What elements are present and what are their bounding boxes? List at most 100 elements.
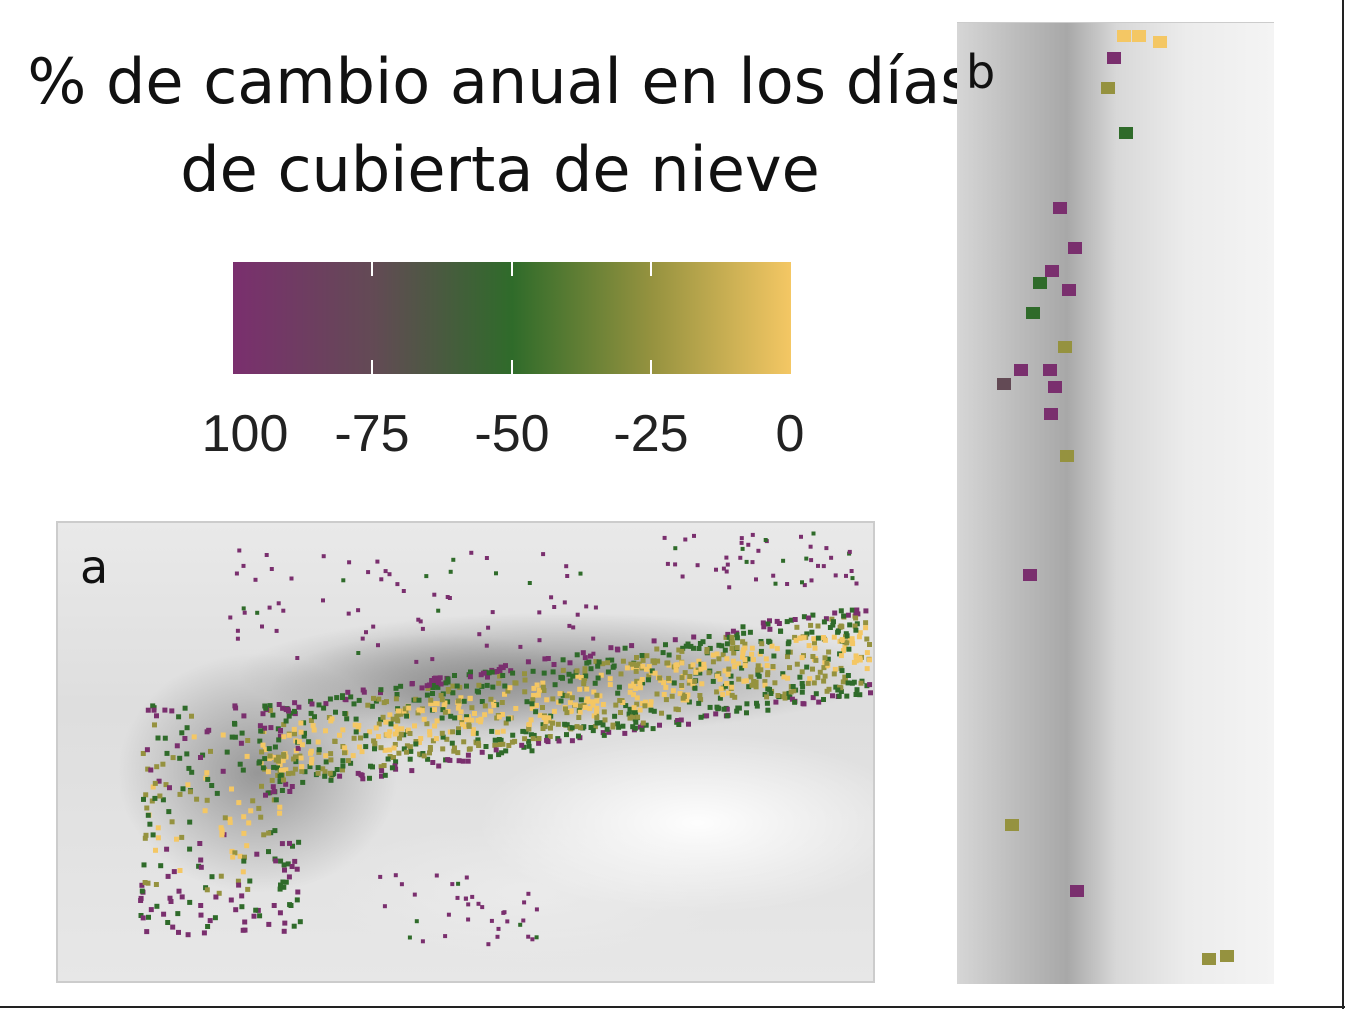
- station-point: [392, 742, 398, 747]
- station-point: [563, 706, 568, 712]
- station-point: [811, 680, 817, 686]
- station-point: [720, 692, 726, 698]
- station-point: [835, 687, 841, 693]
- station-point: [540, 705, 545, 710]
- station-point: [533, 709, 539, 715]
- station-point: [534, 682, 540, 688]
- station-point: [831, 671, 837, 677]
- station-point: [204, 887, 210, 893]
- station-point: [686, 699, 692, 705]
- station-point: [821, 678, 827, 684]
- station-point: [401, 589, 406, 593]
- station-point: [150, 784, 156, 790]
- station-point: [685, 692, 691, 698]
- station-point: [353, 716, 359, 722]
- station-point: [581, 678, 587, 684]
- station-point: [657, 675, 663, 681]
- station-point: [496, 752, 502, 758]
- station-point: [744, 701, 750, 707]
- station-point: [749, 682, 755, 688]
- station-point: [719, 643, 725, 649]
- station-point: [670, 688, 676, 694]
- station-point: [298, 720, 304, 726]
- station-point: [396, 708, 402, 714]
- station-point: [452, 673, 457, 678]
- station-point: [493, 747, 499, 753]
- station-point: [286, 771, 291, 777]
- station-point: [581, 681, 587, 687]
- station-point: [720, 652, 726, 658]
- station-point: [755, 667, 761, 673]
- station-point: [628, 661, 634, 667]
- station-point: [594, 698, 600, 704]
- station-point: [148, 767, 154, 773]
- station-point: [316, 747, 322, 753]
- station-point: [530, 668, 536, 674]
- station-point: [196, 863, 202, 869]
- station-point: [762, 682, 768, 688]
- station-point: [742, 657, 748, 663]
- station-point: [754, 700, 759, 706]
- station-point: [229, 734, 235, 740]
- station-point: [522, 671, 527, 677]
- station-point: [634, 663, 639, 668]
- station-point: [177, 791, 183, 797]
- station-point: [198, 755, 203, 760]
- station-point: [627, 706, 633, 712]
- station-point: [162, 735, 168, 741]
- station-point: [590, 699, 595, 705]
- station-point: [503, 748, 509, 754]
- station-point: [529, 701, 535, 707]
- station-point: [265, 790, 271, 796]
- station-point: [251, 913, 257, 919]
- station-point: [799, 534, 803, 539]
- station-point: [707, 704, 713, 710]
- station-point: [676, 647, 682, 653]
- station-point: [253, 577, 258, 582]
- station-point: [157, 793, 163, 799]
- station-point: [466, 917, 471, 922]
- station-point: [714, 689, 720, 695]
- station-point: [279, 841, 285, 847]
- station-point: [185, 932, 191, 938]
- title-line-2: de cubierta de nieve: [180, 133, 820, 206]
- station-point: [425, 756, 431, 762]
- station-point: [311, 727, 317, 733]
- station-point: [716, 642, 722, 648]
- station-point: [167, 895, 173, 901]
- station-point: [479, 683, 485, 689]
- station-point: [489, 918, 494, 923]
- station-point: [679, 660, 685, 666]
- station-point: [502, 683, 508, 689]
- station-point: [496, 714, 502, 720]
- station-point: [724, 555, 729, 560]
- station-point: [144, 929, 150, 935]
- station-point: [228, 615, 233, 620]
- station-point: [555, 721, 561, 727]
- station-point: [622, 730, 628, 736]
- station-point: [628, 683, 634, 689]
- station-point: [542, 656, 548, 662]
- station-point: [582, 655, 588, 661]
- station-point: [671, 680, 677, 686]
- station-point: [590, 702, 596, 708]
- station-point: [612, 713, 618, 719]
- station-point: [569, 738, 575, 744]
- station-point: [522, 900, 527, 905]
- station-point: [739, 665, 745, 671]
- station-point: [500, 741, 506, 747]
- station-point: [160, 761, 166, 767]
- station-point: [416, 697, 422, 703]
- station-point: [696, 700, 702, 706]
- station-point: [229, 848, 235, 854]
- station-point: [427, 732, 433, 738]
- station-point: [830, 622, 836, 628]
- station-point: [623, 703, 629, 709]
- station-point: [327, 770, 333, 776]
- station-point: [566, 671, 572, 677]
- station-point: [593, 659, 599, 664]
- station-point: [1107, 52, 1121, 64]
- station-point: [837, 684, 843, 690]
- station-point: [479, 749, 485, 755]
- station-point: [817, 669, 823, 675]
